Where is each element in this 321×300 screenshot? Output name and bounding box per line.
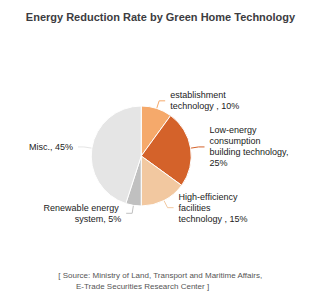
svg-text:E-Trade Securities Research Ce: E-Trade Securities Research Center ] [58,282,209,291]
svg-text:Low-energy: Low-energy [210,125,260,135]
svg-text:[ Source: Ministry of Land, Tr: [ Source: Ministry of Land, Transport an… [58,271,262,280]
svg-text:technology , 15%: technology , 15% [179,214,248,224]
svg-text:building technology,: building technology, [210,147,291,157]
svg-text:technology , 10%: technology , 10% [170,101,239,111]
svg-text:Energy Reduction Rate by Green: Energy Reduction Rate by Green Home Tech… [26,11,296,23]
svg-text:establishment: establishment [170,90,228,100]
svg-text:consumption: consumption [210,136,261,146]
svg-text:High-efficiency: High-efficiency [179,192,240,202]
svg-text:Renewable energy: Renewable energy [44,203,122,213]
svg-text:Misc., 45%: Misc., 45% [29,142,73,152]
svg-text:system, 5%: system, 5% [75,214,122,224]
svg-text:facilities: facilities [179,203,212,213]
svg-text:25%: 25% [210,158,228,168]
